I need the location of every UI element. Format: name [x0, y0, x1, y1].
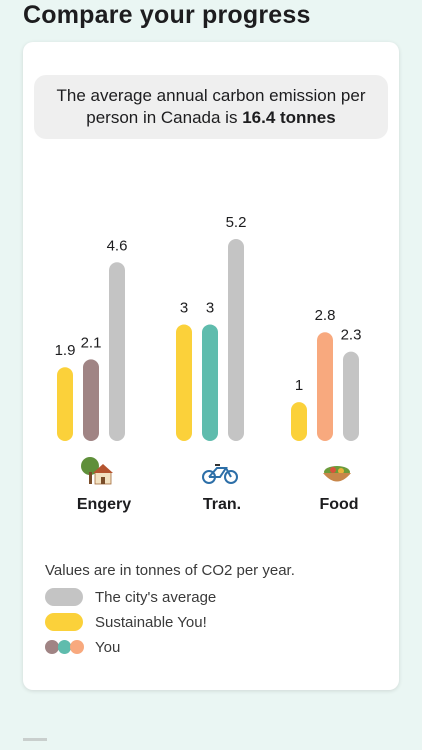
page-title: Compare your progress: [23, 1, 311, 29]
bar-value-label: 5.2: [226, 214, 247, 231]
legend-swatch-sustainable-you: [45, 613, 83, 631]
bar-engery-1: [57, 367, 73, 441]
legend-item-you: You: [45, 635, 295, 659]
bar-engery-3: [109, 262, 125, 441]
average-emission-value: 16.4 tonnes: [242, 108, 336, 127]
category-label: Engery: [77, 496, 131, 513]
bar-value-label: 2.3: [341, 327, 362, 344]
legend-swatch-city-average: [45, 588, 83, 606]
legend-swatch-you: [45, 640, 85, 654]
legend-label-sustainable-you: Sustainable You!: [95, 613, 207, 631]
emissions-bar-chart: 1.9 2.1 4.6 3 3 5.2 1 2.8 2.3 Engery Tran. Food: [55, 214, 362, 513]
bar-tran-1: [176, 324, 192, 441]
bar-value-label: 3: [180, 299, 188, 316]
legend-dot-teal: [57, 640, 72, 654]
legend-dot-brown: [45, 640, 59, 654]
bar-food-1: [291, 402, 307, 441]
bar-value-label: 1: [295, 377, 303, 394]
bar-tran-2: [202, 324, 218, 441]
progress-card: The average annual carbon emission per p…: [23, 42, 399, 690]
average-emission-text: The average annual carbon emission per p…: [56, 86, 366, 127]
bar-food-2: [317, 332, 333, 441]
bar-value-label: 2.1: [81, 334, 102, 351]
legend-item-city-average: The city's average: [45, 585, 295, 609]
house-tree-icon: [81, 457, 113, 485]
next-section-peek: [23, 738, 47, 745]
bar-engery-2: [83, 359, 99, 441]
food-bowl-icon: [323, 466, 351, 482]
legend-note: Values are in tonnes of CO2 per year.: [45, 562, 295, 579]
bar-value-label: 3: [206, 299, 214, 316]
legend-label-you: You: [95, 638, 121, 656]
legend-label-city-average: The city's average: [95, 588, 217, 606]
bar-value-label: 4.6: [107, 237, 128, 254]
bicycle-icon: [202, 464, 238, 484]
bar-value-label: 1.9: [55, 342, 76, 359]
category-label: Food: [319, 496, 358, 513]
bar-tran-3: [228, 239, 244, 441]
bar-food-3: [343, 351, 359, 441]
bar-value-label: 2.8: [315, 307, 336, 324]
category-label: Tran.: [203, 496, 241, 513]
legend-dot-orange: [70, 640, 85, 654]
legend-item-sustainable-you: Sustainable You!: [45, 610, 295, 634]
average-emission-info: The average annual carbon emission per p…: [34, 75, 388, 139]
legend: Values are in tonnes of CO2 per year. Th…: [45, 562, 295, 659]
